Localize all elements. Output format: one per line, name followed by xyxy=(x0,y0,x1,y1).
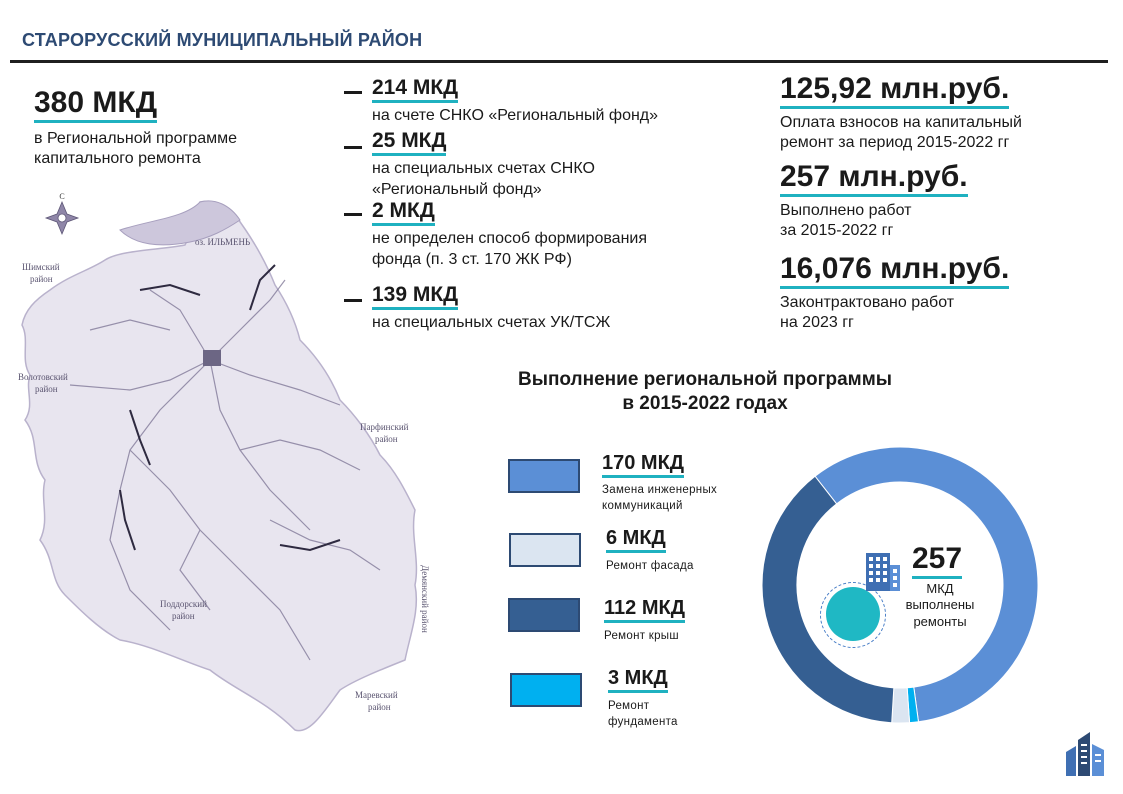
map-label-poddorsky-1: Поддорский xyxy=(160,599,207,609)
map-label-demyansky: Демянский район xyxy=(420,565,430,633)
chart-title-line1: Выполнение региональной программы xyxy=(518,369,892,390)
page-title: СТАРОРУССКИЙ МУНИЦИПАЛЬНЫЙ РАЙОН xyxy=(22,30,423,50)
finance-1-desc-1: Оплата взносов на капитальный xyxy=(780,113,1022,131)
center-circle-ring xyxy=(820,582,886,648)
finance-1-value: 125,92 млн.руб. xyxy=(780,73,1010,109)
legend-swatch-foundation xyxy=(510,673,582,707)
legend-item-roofs: 112 МКД Ремонт крыш xyxy=(604,597,685,644)
legend-desc-communications-1: Замена инженерных xyxy=(602,484,718,496)
compass-label: С xyxy=(59,192,64,201)
legend-swatch-communications xyxy=(508,459,580,493)
finance-2-desc-2: за 2015-2022 гг xyxy=(780,222,894,240)
map-label-poddorsky-2: район xyxy=(172,611,195,621)
legend-desc-foundation-1: Ремонт xyxy=(608,700,650,712)
road-network xyxy=(69,279,381,661)
map-label-marevsky-2: район xyxy=(368,702,391,712)
fund-2: 25 МКД на специальных счетах СНКО «Регио… xyxy=(372,129,595,201)
total-value: 380 МКД xyxy=(34,87,158,123)
logo-icon xyxy=(1066,732,1104,776)
lake-label: оз. ИЛЬМЕНЬ xyxy=(195,237,250,247)
main-roads xyxy=(119,264,341,552)
map-label-parfinsky-2: район xyxy=(375,434,398,444)
fund-1-desc: на счете СНКО «Региональный фонд» xyxy=(372,107,659,125)
fund-3-bullet xyxy=(344,213,362,216)
legend-desc-facade: Ремонт фасада xyxy=(606,560,694,572)
donut-slice-communications xyxy=(814,446,1039,723)
legend-value-communications: 170 МКД xyxy=(602,453,685,478)
fund-2-desc-2: «Региональный фонд» xyxy=(372,180,542,198)
finance-2: 257 млн.руб. Выполнено работ за 2015-202… xyxy=(780,160,968,242)
chart-title-line2: в 2015-2022 годах xyxy=(622,392,788,414)
total-desc-line2: капитального ремонта xyxy=(34,150,201,168)
header-divider xyxy=(10,60,1108,63)
map-label-shimsky-2: район xyxy=(30,274,53,284)
legend-value-roofs: 112 МКД xyxy=(604,598,685,623)
legend-swatch-facade xyxy=(509,533,581,567)
fund-3-value: 2 МКД xyxy=(372,199,435,227)
finance-3-desc-2: на 2023 гг xyxy=(780,314,854,332)
fund-4-bullet xyxy=(344,299,362,302)
donut-slice-facade xyxy=(891,687,911,724)
legend-item-facade: 6 МКД Ремонт фасада xyxy=(606,527,694,574)
fund-4-desc: на специальных счетах УК/ТСЖ xyxy=(372,314,611,332)
total-block: 380 МКД в Региональной программе капитал… xyxy=(34,86,237,170)
fund-4: 139 МКД на специальных счетах УК/ТСЖ xyxy=(372,283,610,334)
finance-1-desc-2: ремонт за период 2015-2022 гг xyxy=(780,134,1010,152)
district-outline xyxy=(21,200,418,732)
lake-ilmen xyxy=(119,200,241,246)
district-map: С оз. ИЛЬМЕНЬ Шимский район Волотовский … xyxy=(18,192,430,732)
fund-1: 214 МКД на счете СНКО «Региональный фонд… xyxy=(372,76,658,127)
finance-3: 16,076 млн.руб. Законтрактовано работ на… xyxy=(780,252,1010,334)
finance-3-desc-1: Законтрактовано работ xyxy=(780,293,955,311)
staraya-russa-city xyxy=(203,350,221,366)
donut-center-desc-1: МКД xyxy=(926,580,954,596)
fund-2-value: 25 МКД xyxy=(372,129,447,157)
fund-1-value: 214 МКД xyxy=(372,76,459,104)
legend-value-facade: 6 МКД xyxy=(606,528,666,553)
donut-center-desc-3: ремонты xyxy=(913,614,967,630)
fund-2-bullet xyxy=(344,146,362,149)
fund-3-desc-1: не определен способ формирования xyxy=(372,230,648,248)
finance-2-value: 257 млн.руб. xyxy=(780,161,968,197)
map-label-volotovsky-2: район xyxy=(35,384,58,394)
legend-swatch-roofs xyxy=(508,598,580,632)
legend-desc-roofs: Ремонт крыш xyxy=(604,630,679,642)
map-label-parfinsky-1: Парфинский xyxy=(360,422,409,432)
map-label-volotovsky-1: Волотовский xyxy=(18,372,68,382)
donut-center-desc-2: выполнены xyxy=(905,597,975,613)
legend-desc-foundation-2: фундамента xyxy=(608,716,678,729)
compass-icon: С xyxy=(44,192,80,236)
donut-slice-roofs xyxy=(761,475,895,724)
map-label-shimsky-1: Шимский xyxy=(22,262,60,272)
finance-2-desc-1: Выполнено работ xyxy=(780,201,912,219)
fund-3: 2 МКД не определен способ формирования ф… xyxy=(372,199,647,271)
donut-center-label: 257 МКД выполнены ремонты xyxy=(900,542,980,631)
donut-center-value: 257 xyxy=(912,543,963,579)
legend-item-foundation: 3 МКД Ремонт фундамента xyxy=(608,667,678,730)
legend-item-communications: 170 МКД Замена инженерных коммуникаций xyxy=(602,452,717,514)
finance-3-value: 16,076 млн.руб. xyxy=(780,253,1010,289)
legend-desc-communications-2: коммуникаций xyxy=(602,500,683,513)
fund-2-desc-1: на специальных счетах СНКО xyxy=(372,160,595,178)
finance-1: 125,92 млн.руб. Оплата взносов на капита… xyxy=(780,72,1022,154)
map-label-marevsky-1: Маревский xyxy=(355,690,398,700)
legend-value-foundation: 3 МКД xyxy=(608,668,668,693)
fund-1-bullet xyxy=(344,91,362,94)
chart-title: Выполнение региональной программы в 2015… xyxy=(440,368,970,416)
total-desc-line1: в Региональной программе xyxy=(34,129,237,147)
building-icon xyxy=(866,553,900,591)
fund-4-value: 139 МКД xyxy=(372,283,459,311)
fund-3-desc-2: фонда (п. 3 ст. 170 ЖК РФ) xyxy=(372,250,572,268)
donut-chart xyxy=(761,446,1039,724)
